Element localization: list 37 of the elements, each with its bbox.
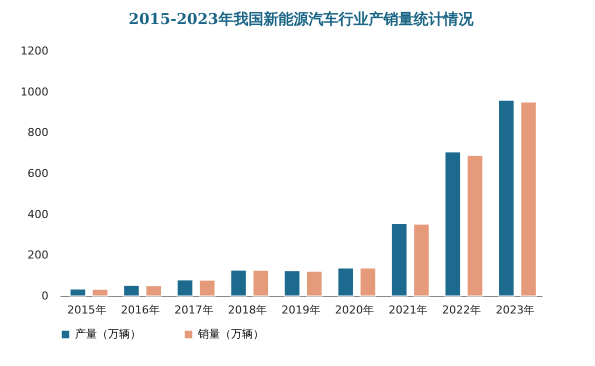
bar: [198, 280, 216, 296]
x-tick-label: 2023年: [496, 304, 535, 316]
y-tick-label: 400: [28, 208, 48, 221]
bar: [123, 284, 140, 296]
x-tick-label: 2016年: [120, 304, 160, 316]
bar: [306, 270, 323, 296]
bar: [284, 270, 300, 296]
legend-label: 销量（万辆）: [197, 328, 264, 341]
y-tick-label: 0: [42, 290, 48, 302]
chart-title: 2015-2023年我国新能源汽车行业产销量统计情况: [128, 10, 474, 28]
x-tick-label: 2015年: [67, 304, 106, 316]
bar: [145, 285, 162, 296]
y-tick-label: 800: [28, 126, 48, 140]
x-tick-label: 2021年: [388, 304, 428, 316]
bar: [230, 270, 247, 296]
bar: [70, 288, 86, 296]
x-tick-label: 2019年: [282, 304, 320, 316]
x-tick-label: 2022年: [442, 304, 482, 316]
x-tick-label: 2018年: [228, 304, 267, 316]
bar: [390, 223, 408, 296]
bar: [444, 151, 462, 296]
y-tick-label: 1000: [20, 85, 48, 98]
y-tick-label: 1200: [20, 44, 48, 58]
bar: [520, 102, 537, 296]
bar: [252, 270, 270, 296]
bar: [466, 154, 484, 296]
x-tick-label: 2020年: [335, 304, 374, 316]
legend-label: 产量（万辆）: [75, 328, 141, 341]
bar: [176, 279, 194, 296]
x-tick-label: 2017年: [174, 304, 214, 316]
bar: [413, 224, 430, 296]
bar: [92, 288, 108, 296]
bar: [498, 100, 515, 296]
y-tick-label: 600: [28, 167, 48, 180]
bar: [337, 268, 354, 296]
bar: [360, 268, 376, 296]
y-tick-label: 200: [28, 248, 48, 262]
